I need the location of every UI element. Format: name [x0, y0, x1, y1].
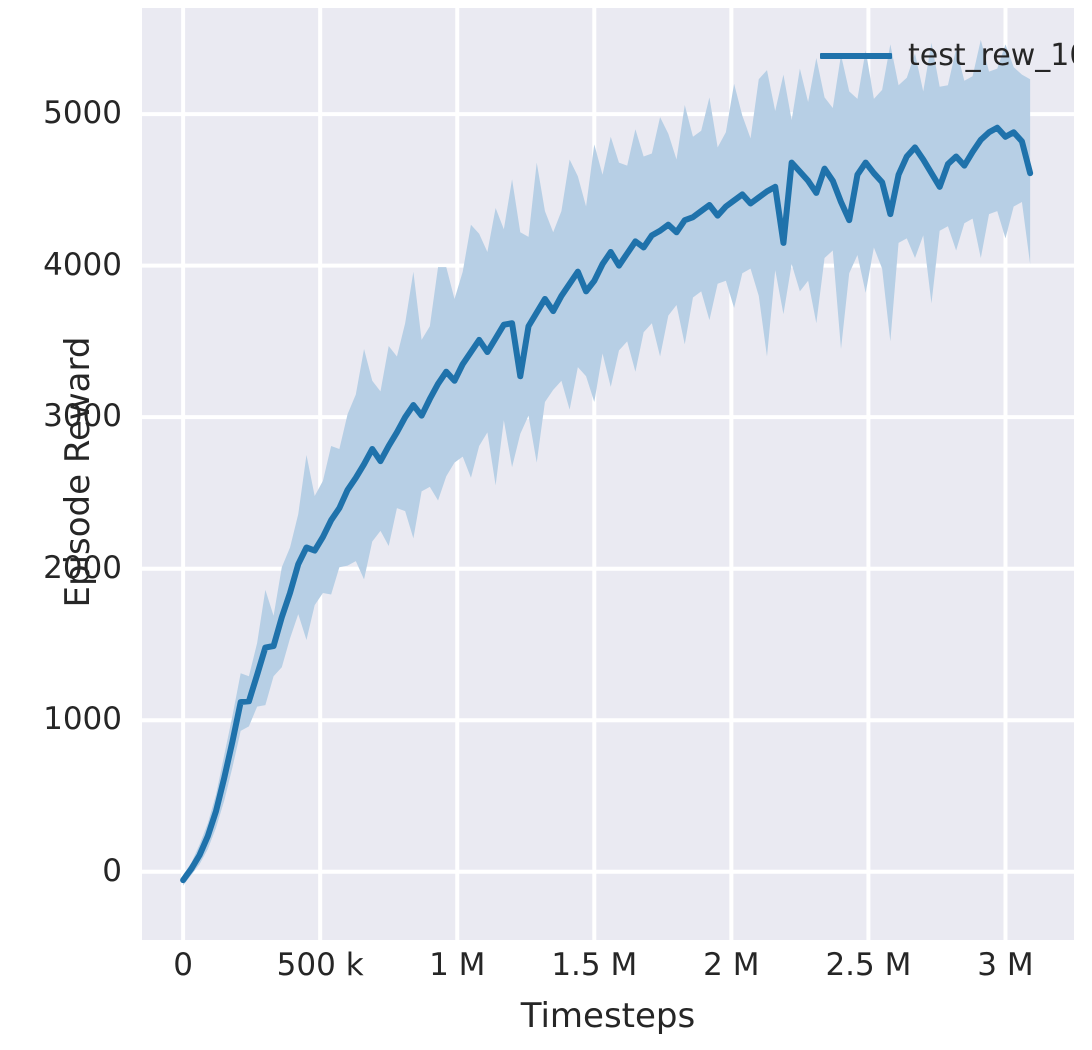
- series-line: [180, 124, 1034, 884]
- x-tick-label: 1.5 M: [551, 947, 638, 983]
- x-tick-label: 1 M: [429, 947, 486, 983]
- plot-canvas: [142, 8, 1074, 940]
- x-tick-label: 3 M: [977, 947, 1034, 983]
- x-tick-label: 2 M: [703, 947, 760, 983]
- y-tick-label: 3000: [43, 398, 122, 435]
- x-tick-label: 2.5 M: [825, 947, 912, 983]
- confidence-band: [183, 39, 1031, 886]
- x-axis-title: Timesteps: [520, 996, 696, 1036]
- legend-label: test_rew_10seeds.csv: [908, 38, 1074, 73]
- y-tick-label: 1000: [43, 701, 122, 738]
- y-gridlines: [142, 112, 1074, 874]
- y-axis-title: Episode Reward: [58, 336, 98, 608]
- y-tick-label: 4000: [43, 246, 122, 283]
- x-tick-label: 500 k: [276, 947, 364, 983]
- x-tick-label: 0: [173, 947, 193, 983]
- y-tick-label: 5000: [43, 95, 122, 132]
- plot-area: test_rew_10seeds.csv: [142, 8, 1074, 940]
- y-tick-label: 0: [102, 852, 122, 889]
- y-tick-label: 2000: [43, 549, 122, 586]
- legend-color-swatch: [820, 53, 892, 59]
- chart-legend: test_rew_10seeds.csv: [814, 35, 1074, 77]
